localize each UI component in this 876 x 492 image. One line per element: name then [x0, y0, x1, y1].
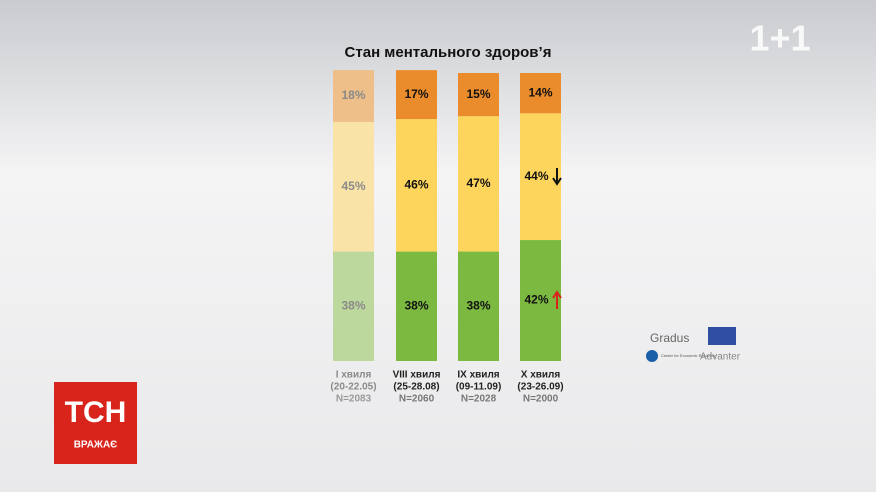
- bar-segment: [333, 70, 374, 122]
- bar-segment: [458, 116, 499, 252]
- bar-segment: [520, 73, 561, 114]
- chart-title: Стан ментального здоров’я: [345, 44, 552, 61]
- show-logo: [54, 382, 137, 464]
- value-label: 45%: [341, 179, 365, 193]
- value-label: 46%: [404, 177, 428, 191]
- plot: 38% 45% 18% I хвиля(20-22.05)N=2083 38% 46% 17…: [330, 70, 564, 405]
- x-tick-sublabel: (20-22.05): [330, 382, 376, 393]
- channel-logo: 1+1: [749, 18, 810, 59]
- bar-segment: [396, 119, 437, 252]
- value-label: 47%: [466, 176, 490, 190]
- x-tick-sublabel: (23-26.09): [517, 382, 563, 393]
- value-label: 15%: [466, 87, 490, 101]
- x-tick-sublabel: (25-28.08): [393, 382, 439, 393]
- value-label: 38%: [466, 298, 490, 312]
- bar-segment: [396, 70, 437, 120]
- bar-segment: [396, 251, 437, 361]
- x-tick-label: IX хвиля: [457, 370, 499, 381]
- partner-logo: Center for Economic Recovery: [661, 353, 715, 358]
- bar-segment: [520, 240, 561, 361]
- bar-segment: [458, 251, 499, 361]
- x-tick-sublabel: (09-11.09): [456, 382, 502, 393]
- show-slogan: ВРАЖАЄ: [74, 440, 118, 451]
- bar-segment: [458, 73, 499, 117]
- bar-segment: [333, 251, 374, 361]
- value-label: 14%: [528, 85, 552, 99]
- x-tick-label: VIII хвиля: [393, 370, 441, 381]
- bar-segment: [333, 121, 374, 252]
- value-label: 18%: [341, 88, 365, 102]
- value-label: 44%: [524, 169, 548, 183]
- up-arrow: [552, 290, 562, 309]
- value-label: 17%: [404, 87, 428, 101]
- x-tick-sublabel: N=2000: [523, 394, 559, 405]
- value-label: 38%: [341, 298, 365, 312]
- eu-flag: [708, 327, 736, 345]
- x-tick-label: I хвиля: [336, 370, 372, 381]
- bar-segment: [520, 113, 561, 241]
- partner-logo: Gradus: [650, 331, 689, 345]
- partner-icon: [646, 350, 658, 362]
- x-tick-sublabel: N=2060: [399, 394, 435, 405]
- x-tick-label: X хвиля: [521, 370, 561, 381]
- down-arrow: [552, 168, 562, 186]
- show-name: ТСН: [65, 396, 127, 429]
- x-tick-sublabel: N=2083: [336, 394, 372, 405]
- x-tick-sublabel: N=2028: [461, 394, 497, 405]
- value-label: 38%: [404, 298, 428, 312]
- partner-logo: Advanter: [700, 352, 741, 363]
- value-label: 42%: [524, 293, 548, 307]
